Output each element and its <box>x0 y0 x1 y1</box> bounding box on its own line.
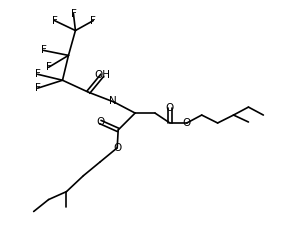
Text: F: F <box>70 9 76 19</box>
Text: F: F <box>90 16 96 25</box>
Text: F: F <box>35 69 40 79</box>
Text: F: F <box>46 62 52 72</box>
Text: O: O <box>183 118 191 128</box>
Text: N: N <box>109 96 117 106</box>
Text: OH: OH <box>94 70 110 80</box>
Text: O: O <box>113 143 121 153</box>
Text: F: F <box>52 16 57 25</box>
Text: O: O <box>96 117 104 127</box>
Text: O: O <box>166 103 174 113</box>
Text: F: F <box>35 83 40 93</box>
Text: F: F <box>41 45 47 55</box>
